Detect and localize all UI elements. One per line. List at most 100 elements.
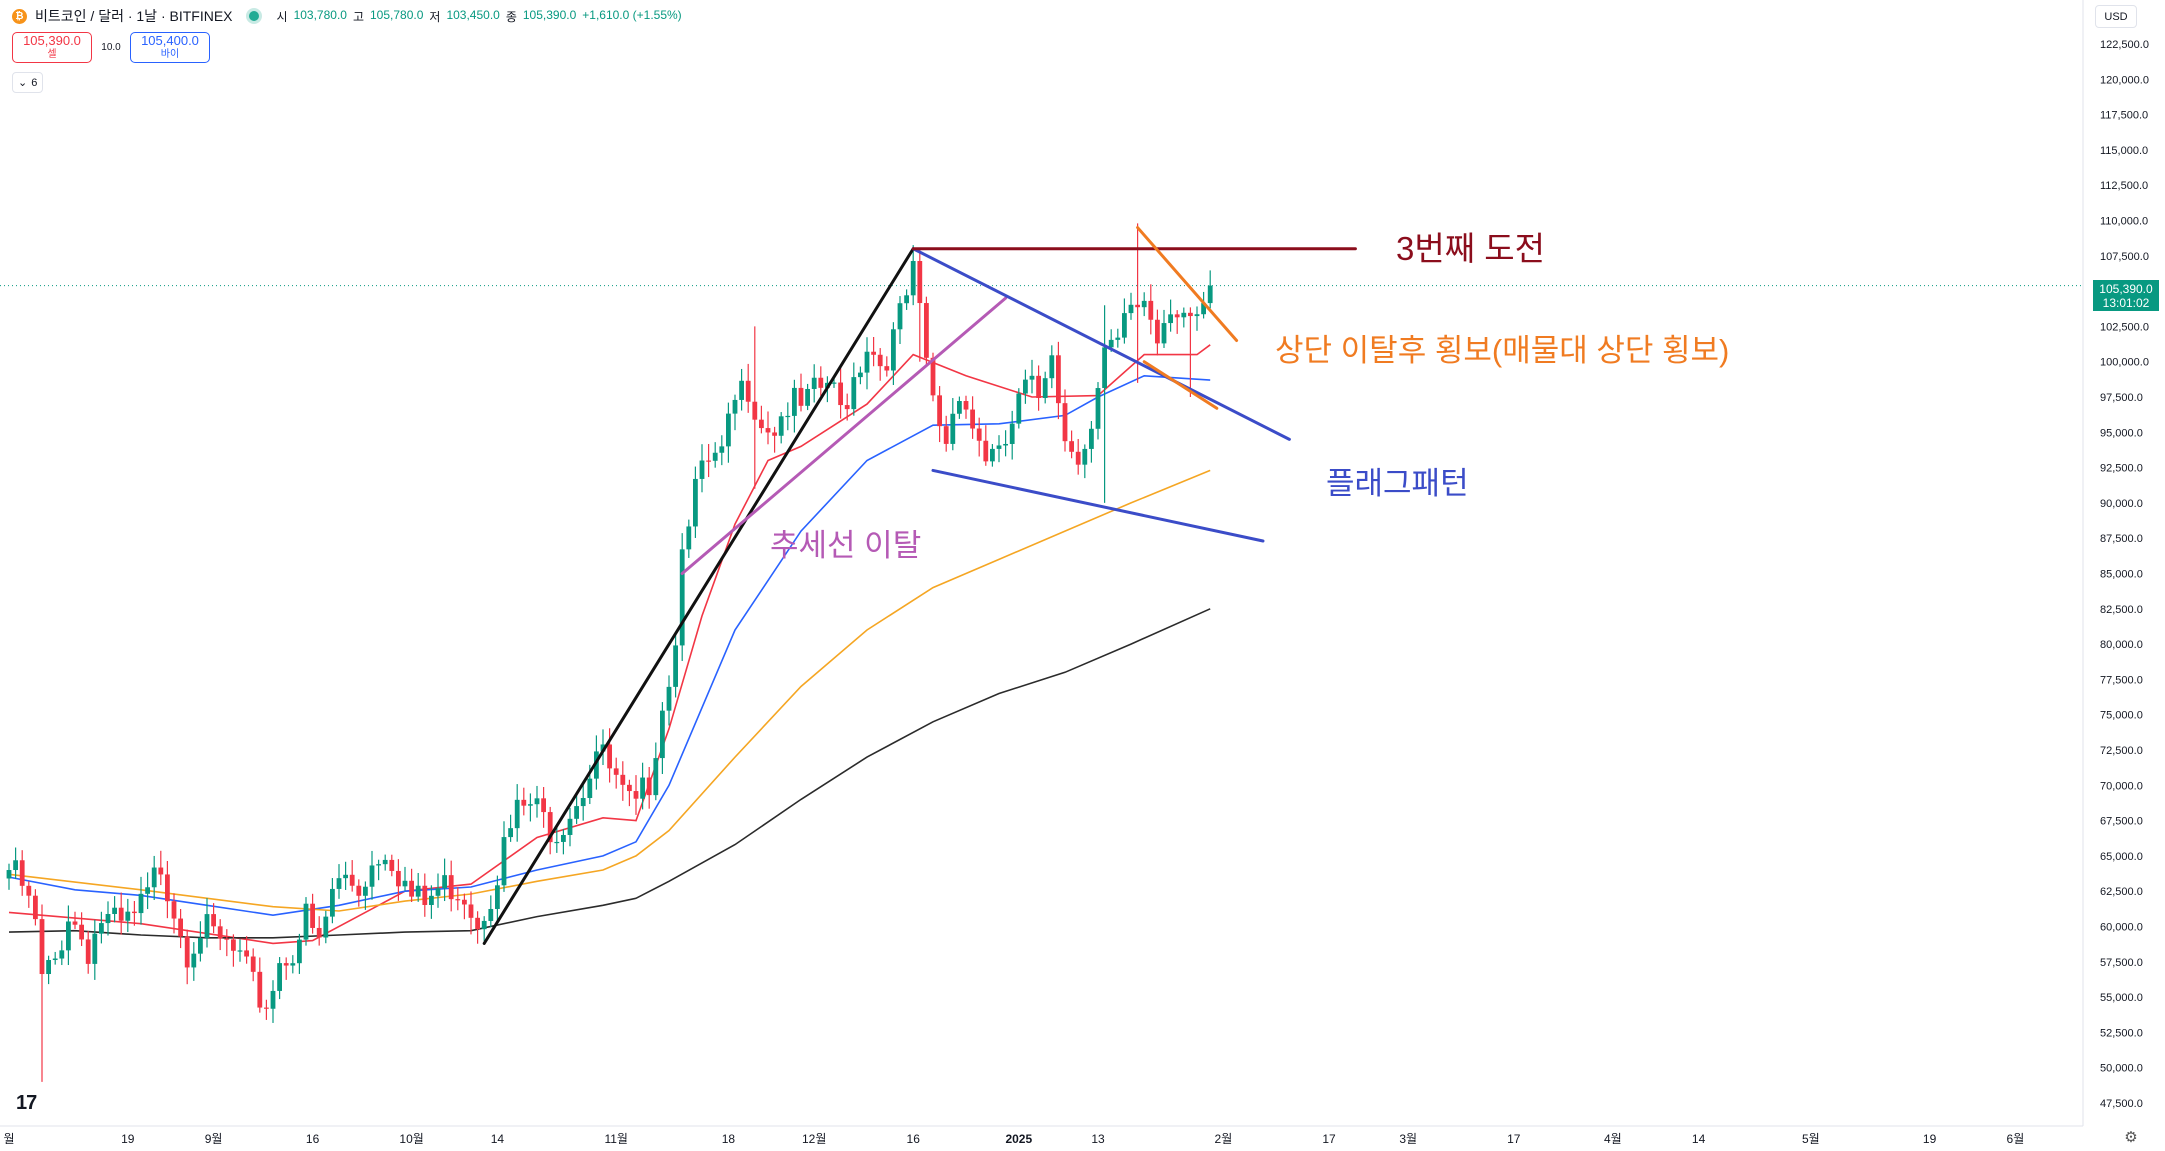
candle-body <box>376 864 381 866</box>
candle-body <box>125 911 131 921</box>
candle-body <box>732 399 738 414</box>
candle <box>838 365 843 419</box>
y-tick-label: 72,500.0 <box>2100 745 2143 757</box>
candle-body <box>798 387 804 406</box>
candle <box>943 415 949 452</box>
candle <box>891 322 896 386</box>
breakout-lower-line[interactable] <box>1142 360 1219 410</box>
candle <box>607 728 612 783</box>
y-tick-label: 65,000.0 <box>2100 851 2143 863</box>
indicators-toggle[interactable]: ⌄ 6 <box>12 72 44 93</box>
indicator-count: 6 <box>31 76 38 89</box>
candle <box>759 405 764 434</box>
candle-body <box>79 924 84 940</box>
candle-body <box>39 919 45 975</box>
candle <box>297 933 302 974</box>
candle-body <box>877 354 883 367</box>
candle <box>323 910 329 944</box>
candle <box>871 337 876 367</box>
candle-body <box>316 927 322 938</box>
candle-body <box>1122 313 1127 338</box>
candle-body <box>85 939 91 964</box>
y-tick-label: 100,000.0 <box>2100 357 2149 369</box>
candle <box>1036 365 1041 411</box>
candle-body <box>607 744 612 769</box>
candle <box>19 850 25 896</box>
candle <box>640 762 645 810</box>
candle-body <box>145 887 150 894</box>
candle-body <box>864 351 870 373</box>
candle-body <box>1135 304 1140 308</box>
candle <box>1062 389 1068 452</box>
candle-body <box>831 382 837 384</box>
y-tick-label: 50,000.0 <box>2100 1063 2143 1075</box>
candle-body <box>990 448 995 462</box>
candle <box>508 814 513 842</box>
y-tick-label: 47,500.0 <box>2100 1098 2143 1110</box>
candle <box>1003 430 1008 457</box>
candle <box>963 395 969 419</box>
candle <box>171 893 177 934</box>
symbol-title[interactable]: 비트코인 / 달러 · 1날 · BITFINEX <box>35 8 233 24</box>
sell-label: 셀 <box>47 48 57 60</box>
candle-body <box>455 899 461 901</box>
candle <box>732 394 738 431</box>
candle <box>396 859 401 901</box>
candle-body <box>1181 312 1187 318</box>
candle-body <box>1155 319 1160 344</box>
candle <box>501 821 507 892</box>
candle-body <box>343 874 348 879</box>
candle <box>521 787 527 816</box>
rising-trendline[interactable] <box>680 296 1008 575</box>
low-value: 103,450.0 <box>446 7 500 22</box>
candle-body <box>191 953 197 968</box>
candle-body <box>290 963 296 966</box>
candle <box>937 386 942 443</box>
flag-upper-line[interactable] <box>911 247 1291 441</box>
ohlc-values: 시 103,780.0 고 105,780.0 저 103,450.0 종 105,39… <box>277 8 682 25</box>
candle-body <box>402 880 408 887</box>
candle-body <box>686 526 692 550</box>
candle-body <box>356 885 362 896</box>
candle-body <box>871 351 876 355</box>
candle <box>745 363 751 413</box>
candle-body <box>950 413 956 444</box>
candle-body <box>765 428 771 433</box>
candle <box>554 827 560 853</box>
candle <box>574 792 579 824</box>
buy-button[interactable]: 105,400.0 바이 <box>130 32 210 63</box>
candle <box>1049 345 1055 389</box>
candle <box>349 860 355 892</box>
rally-trendline[interactable] <box>482 247 915 945</box>
currency-selector[interactable]: USD <box>2095 5 2137 28</box>
candle <box>805 383 810 411</box>
candle <box>924 296 929 365</box>
y-tick-label: 97,500.0 <box>2100 392 2143 404</box>
candle <box>468 891 474 935</box>
breakout-upper-line[interactable] <box>1136 226 1239 343</box>
candle-body <box>224 938 230 940</box>
x-tick-label: 6월 <box>2007 1132 2025 1146</box>
candle <box>1029 359 1035 394</box>
tradingview-logo-icon: 17 <box>16 1092 37 1114</box>
candle-body <box>904 295 909 304</box>
candle-body <box>646 777 652 796</box>
candle-body <box>640 777 645 799</box>
candle-body <box>534 798 540 805</box>
sell-button[interactable]: 105,390.0 셀 <box>12 32 92 63</box>
candle-body <box>1049 355 1055 379</box>
candle <box>448 860 454 912</box>
chart-header: ₿ 비트코인 / 달러 · 1날 · BITFINEX 시 103,780.0 고… <box>12 5 682 27</box>
candle-body <box>858 372 863 378</box>
candle <box>1075 439 1081 475</box>
candle-body <box>983 440 989 462</box>
candle <box>660 702 665 775</box>
flag-lower-line[interactable] <box>931 468 1265 543</box>
candle <box>778 412 784 444</box>
candle-body <box>1174 314 1180 318</box>
gear-icon[interactable]: ⚙ <box>2124 1129 2138 1146</box>
candle-body <box>673 645 678 687</box>
spread-value: 10.0 <box>101 42 121 53</box>
candle-body <box>13 860 18 871</box>
